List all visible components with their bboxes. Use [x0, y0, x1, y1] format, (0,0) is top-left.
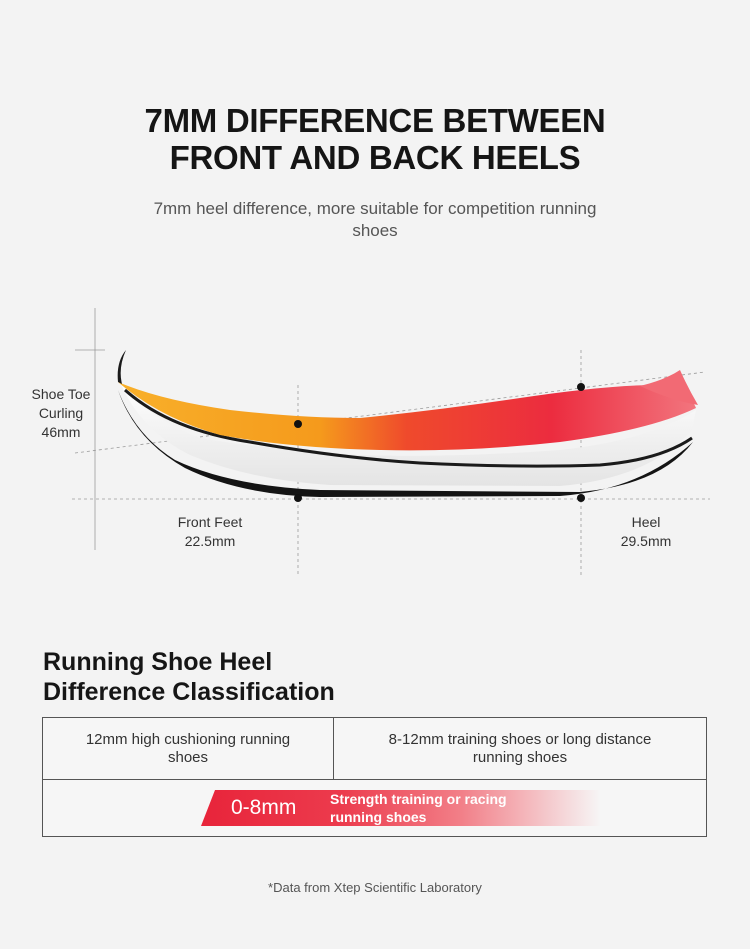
page-subtitle: 7mm heel difference, more suitable for c… [153, 199, 597, 240]
highlight-text-line-2: running shoes [330, 809, 427, 825]
footnote: *Data from Xtep Scientific Laboratory [268, 880, 482, 895]
front-bottom-dot [294, 494, 302, 502]
front-feet-label: Front Feet 22.5mm [160, 513, 260, 551]
toe-label-text: Shoe Toe Curling [31, 386, 91, 421]
heel-label-text: Heel [631, 514, 661, 530]
highlight-text-line-1: Strength training or racing [330, 791, 507, 807]
heel-bottom-dot [577, 494, 585, 502]
highlight-range: 0-8mm [231, 796, 297, 819]
heel-value: 29.5mm [620, 533, 672, 549]
toe-value: 46mm [41, 424, 81, 440]
classification-title: Running Shoe Heel Difference Classificat… [43, 647, 335, 707]
toe-tip [117, 350, 126, 384]
heel-drop-diagram: Shoe Toe Curling 46mm Front Feet 22.5mm … [0, 290, 750, 590]
heel-label: Heel 29.5mm [600, 513, 692, 551]
front-label-text: Front Feet [177, 514, 243, 530]
highlight-text: Strength training or racing running shoe… [330, 790, 507, 826]
front-top-dot [294, 420, 302, 428]
classification-title-line-1: Running Shoe Heel [43, 648, 273, 676]
slope-guide [74, 371, 706, 454]
midsole-stripe [124, 388, 693, 468]
title-line-2: FRONT AND BACK HEELS [169, 139, 581, 176]
page-title: 7MM DIFFERENCE BETWEEN FRONT AND BACK HE… [0, 102, 750, 176]
cell-training-long-distance: 8-12mm training shoes or long distance r… [388, 730, 652, 766]
table-row: 12mm high cushioning running shoes 8-12m… [43, 718, 706, 780]
sole-illustration [72, 308, 710, 575]
toe-curling-label: Shoe Toe Curling 46mm [22, 385, 100, 442]
midsole [120, 382, 696, 486]
classification-table: 12mm high cushioning running shoes 8-12m… [42, 717, 707, 837]
classification-title-line-2: Difference Classification [43, 678, 335, 706]
colored-top-layer [118, 372, 696, 451]
cell-high-cushioning: 12mm high cushioning running shoes [43, 718, 334, 779]
highlight-banner [201, 790, 601, 826]
heel-tab [640, 370, 698, 405]
heel-top-dot [577, 383, 585, 391]
table-row: 0-8mm Strength training or racing runnin… [43, 780, 706, 836]
title-line-1: 7MM DIFFERENCE BETWEEN [144, 102, 606, 139]
front-value: 22.5mm [184, 533, 236, 549]
